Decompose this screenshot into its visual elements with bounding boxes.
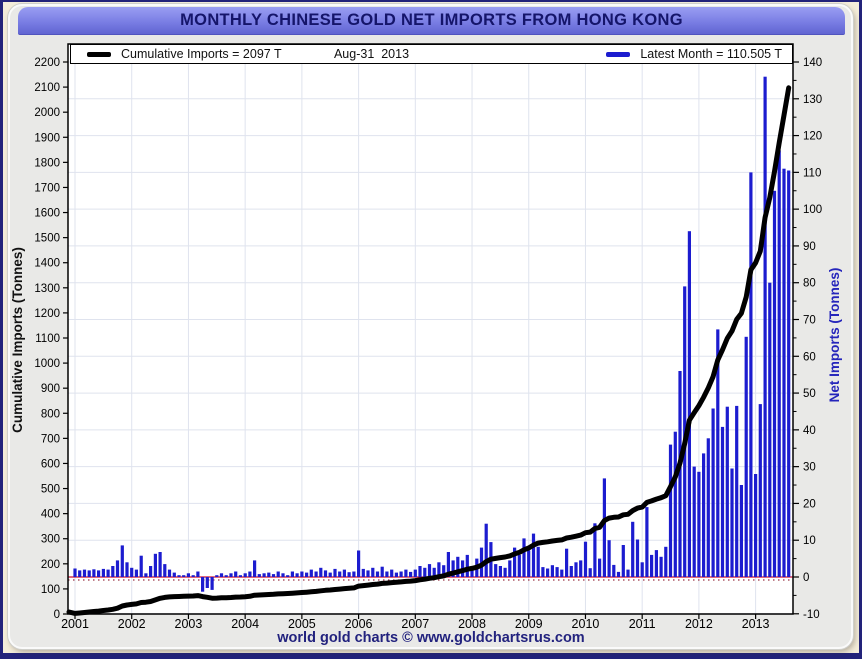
svg-text:2004: 2004 [231,617,259,631]
svg-text:1800: 1800 [34,157,60,169]
svg-text:50: 50 [803,388,816,400]
title-bar: MONTHLY CHINESE GOLD NET IMPORTS FROM HO… [18,7,845,35]
svg-text:120: 120 [803,131,822,143]
legend-latest-label: Latest Month = 110.505 T [640,47,782,61]
svg-text:100: 100 [41,584,60,596]
cumulative-line-swatch [87,51,111,57]
right-axis-title: Net Imports (Tonnes) [827,267,842,403]
svg-text:1100: 1100 [35,333,60,345]
footer-credit: world gold charts © www.goldchartsrus.co… [277,630,585,646]
svg-text:30: 30 [803,462,816,474]
svg-text:1500: 1500 [34,233,60,245]
svg-text:1200: 1200 [34,308,60,320]
svg-text:2002: 2002 [118,617,146,631]
svg-text:2001: 2001 [61,617,89,631]
svg-text:40: 40 [803,425,816,437]
left-axis-title: Cumulative Imports (Tonnes) [10,247,25,433]
legend-cumulative-label: Cumulative Imports = 2097 T [121,47,282,61]
svg-text:90: 90 [803,241,816,253]
svg-text:900: 900 [41,383,60,395]
svg-text:2013: 2013 [742,617,770,631]
svg-text:2200: 2200 [34,57,60,69]
svg-text:2000: 2000 [34,107,60,119]
svg-text:2012: 2012 [685,617,713,631]
svg-text:2010: 2010 [572,617,600,631]
svg-text:0: 0 [54,609,60,621]
svg-text:2009: 2009 [515,617,543,631]
svg-text:80: 80 [803,278,816,290]
legend-item-latest-month: Latest Month = 110.505 T [606,47,782,61]
svg-text:2006: 2006 [345,617,373,631]
svg-text:20: 20 [803,498,816,510]
svg-text:700: 700 [41,433,60,445]
legend: Cumulative Imports = 2097 T Aug-31 2013 … [70,44,793,64]
svg-text:2008: 2008 [458,617,486,631]
svg-text:1600: 1600 [34,208,60,220]
svg-text:140: 140 [803,57,822,69]
svg-text:2011: 2011 [629,617,656,631]
svg-text:1400: 1400 [34,258,60,270]
svg-text:2100: 2100 [34,82,60,94]
svg-text:130: 130 [803,94,822,106]
svg-text:200: 200 [41,559,60,571]
legend-date-label: Aug-31 2013 [333,47,410,61]
svg-text:60: 60 [803,351,816,363]
svg-text:1900: 1900 [34,132,60,144]
svg-text:600: 600 [41,458,60,470]
svg-text:2003: 2003 [175,617,203,631]
svg-text:500: 500 [41,484,60,496]
svg-text:300: 300 [41,534,60,546]
svg-text:0: 0 [803,572,809,584]
svg-text:1700: 1700 [34,182,60,194]
svg-text:2007: 2007 [401,617,429,631]
svg-text:1000: 1000 [34,358,60,370]
legend-item-cumulative: Cumulative Imports = 2097 T [87,47,282,61]
svg-text:-10: -10 [803,609,820,621]
svg-text:70: 70 [803,315,816,327]
svg-text:2005: 2005 [288,617,316,631]
svg-text:10: 10 [803,535,816,547]
chart-title: MONTHLY CHINESE GOLD NET IMPORTS FROM HO… [180,11,683,29]
svg-text:100: 100 [803,204,822,216]
latest-month-bar-swatch [606,51,631,57]
svg-text:800: 800 [41,408,60,420]
svg-text:1300: 1300 [34,283,60,295]
svg-text:110: 110 [803,167,821,179]
svg-text:400: 400 [41,509,60,521]
